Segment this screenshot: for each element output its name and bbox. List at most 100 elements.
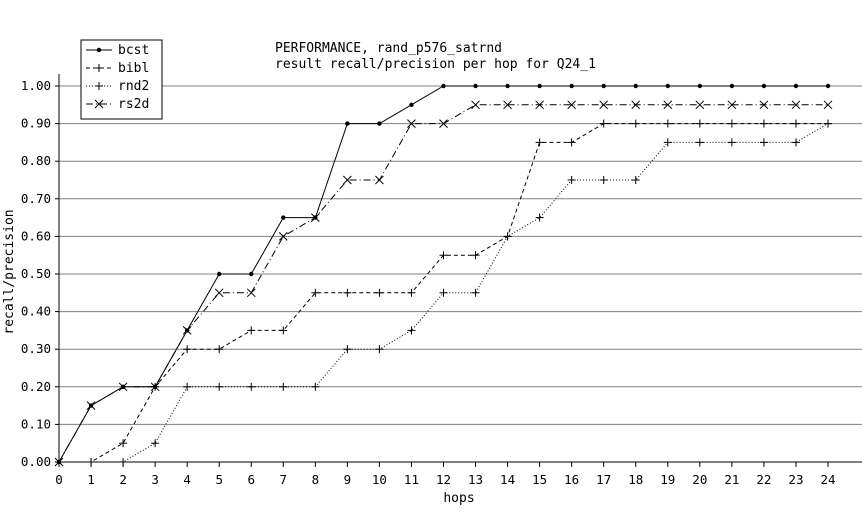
data-point-bcst (249, 271, 254, 277)
data-point-bibl (343, 288, 352, 297)
legend: bcst bibl rnd2 rs2d (80, 39, 163, 120)
data-point-rs2d (727, 100, 737, 110)
data-point-rnd2 (439, 288, 448, 297)
series-rnd2 (55, 119, 832, 466)
data-point-bibl (247, 326, 256, 335)
y-tick-label: 0.20 (21, 379, 51, 394)
data-point-rs2d (503, 100, 512, 110)
data-point-rnd2 (695, 138, 704, 147)
y-tick-label: 0.10 (21, 416, 51, 431)
data-point-bibl (759, 119, 768, 128)
data-point-bibl (663, 119, 672, 128)
x-tick-label: 17 (596, 472, 611, 487)
x-tick-label: 6 (247, 472, 255, 487)
x-tick-label: 22 (756, 472, 771, 487)
data-point-rs2d (599, 100, 609, 110)
data-point-rs2d (375, 175, 384, 185)
y-tick-label: 0.00 (21, 454, 51, 469)
data-point-bibl (375, 288, 384, 297)
chart-title: PERFORMANCE, rand_p576_satrnd (275, 41, 502, 56)
legend-label: bcst (118, 43, 149, 58)
y-tick-label: 0.60 (21, 228, 51, 243)
data-point-bibl (407, 288, 416, 297)
data-point-rnd2 (375, 345, 384, 354)
data-point-bcst (697, 83, 703, 89)
x-tick-label: 13 (468, 472, 483, 487)
y-tick-label: 0.40 (21, 304, 51, 319)
data-point-bcst (761, 83, 767, 89)
data-point-rs2d (407, 119, 416, 128)
data-point-rnd2 (87, 458, 96, 466)
data-point-rnd2 (183, 382, 192, 391)
x-tick-label: 23 (788, 472, 803, 487)
data-point-rs2d (695, 100, 705, 110)
x-tick-label: 18 (628, 472, 643, 487)
x-tick-label: 20 (692, 472, 707, 487)
data-point-rnd2 (535, 213, 544, 222)
data-point-bcst (505, 83, 510, 89)
x-tick-label: 12 (436, 472, 451, 487)
data-point-bibl (791, 119, 800, 128)
series-rs2d (54, 100, 833, 467)
x-tick-label: 2 (119, 472, 127, 487)
data-point-bcst (569, 83, 574, 89)
legend-item-bcst: bcst (86, 43, 149, 58)
x-tick-label: 15 (532, 472, 547, 487)
data-point-bcst (217, 271, 222, 277)
data-point-bcst (825, 83, 831, 89)
data-point-bcst (601, 83, 606, 89)
x-tick-label: 11 (404, 472, 419, 487)
legend-box (80, 39, 163, 120)
x-tick-label: 10 (372, 472, 387, 487)
data-point-bibl (183, 345, 192, 354)
data-point-rnd2 (727, 138, 736, 147)
data-point-bibl (439, 251, 448, 260)
x-tick-label: 24 (820, 472, 835, 487)
legend-label: bibl (118, 61, 149, 76)
x-tick-label: 1 (87, 472, 95, 487)
axes (55, 74, 862, 467)
data-point-bcst (729, 83, 735, 89)
data-point-rnd2 (759, 138, 768, 147)
data-point-bcst (345, 121, 350, 126)
data-point-bibl (311, 288, 320, 297)
data-point-rnd2 (343, 345, 352, 354)
x-tick-label: 16 (564, 472, 579, 487)
legend-label: rs2d (118, 97, 149, 112)
data-point-rs2d (791, 100, 801, 110)
data-point-bcst (633, 83, 638, 89)
y-tick-label: 0.70 (21, 191, 51, 206)
data-point-bcst (473, 83, 478, 89)
legend-item-rs2d: rs2d (86, 97, 149, 112)
x-tick-label: 5 (215, 472, 223, 487)
data-point-bcst (441, 83, 446, 89)
series-layer (54, 83, 833, 467)
gridlines (59, 85, 862, 425)
data-point-bibl (471, 251, 480, 260)
chart-subtitle: result recall/precision per hop for Q24_… (275, 57, 596, 72)
data-point-rs2d (182, 326, 192, 335)
data-point-bibl (599, 119, 608, 128)
data-point-bcst (409, 102, 414, 108)
data-point-rnd2 (407, 326, 416, 335)
data-point-rs2d (278, 232, 288, 241)
data-point-rnd2 (824, 119, 832, 128)
data-point-rnd2 (791, 138, 800, 147)
data-point-bibl (727, 119, 736, 128)
data-point-rs2d (823, 100, 833, 110)
x-tick-label: 7 (280, 472, 288, 487)
x-tick-label: 8 (312, 472, 320, 487)
y-tick-label: 0.80 (21, 153, 51, 168)
data-point-rnd2 (631, 176, 640, 184)
data-point-rs2d (214, 288, 224, 298)
legend-marker (96, 47, 102, 53)
x-tick-label: 3 (151, 472, 159, 487)
series-line-rs2d (58, 104, 828, 463)
legend-marker (95, 82, 103, 90)
data-point-bibl (567, 138, 576, 147)
legend-marker (95, 64, 103, 72)
y-tick-label: 1.00 (21, 78, 51, 93)
data-point-rs2d (663, 100, 673, 110)
x-tick-label: 9 (344, 472, 352, 487)
y-tick-label: 0.30 (21, 341, 51, 356)
